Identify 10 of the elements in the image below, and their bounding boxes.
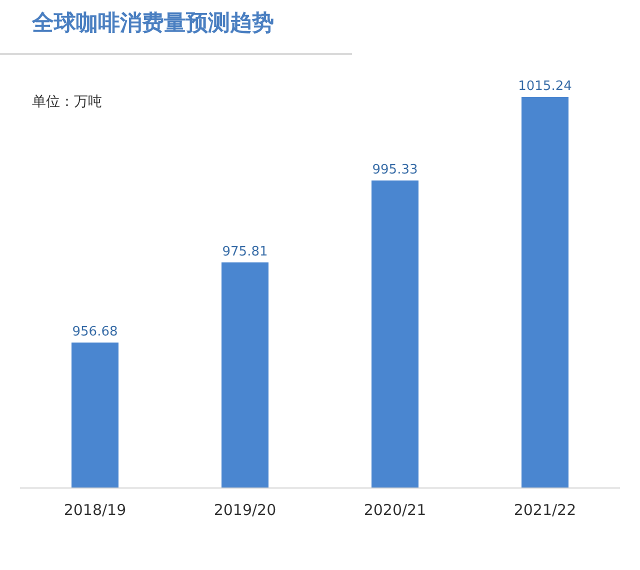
- x-tick-label: 2021/22: [514, 501, 576, 519]
- x-tick-label: 2018/19: [64, 501, 126, 519]
- data-label: 1015.24: [518, 79, 572, 94]
- data-label: 975.81: [222, 244, 268, 260]
- data-label: 995.33: [372, 162, 418, 178]
- data-label: 956.68: [72, 324, 118, 340]
- x-tick-label: 2020/21: [364, 501, 426, 519]
- chart-title: 全球咖啡消费量预测趋势: [31, 10, 274, 36]
- annotation: 单位：万吨: [32, 94, 102, 110]
- x-tick-label: 2019/20: [214, 501, 276, 519]
